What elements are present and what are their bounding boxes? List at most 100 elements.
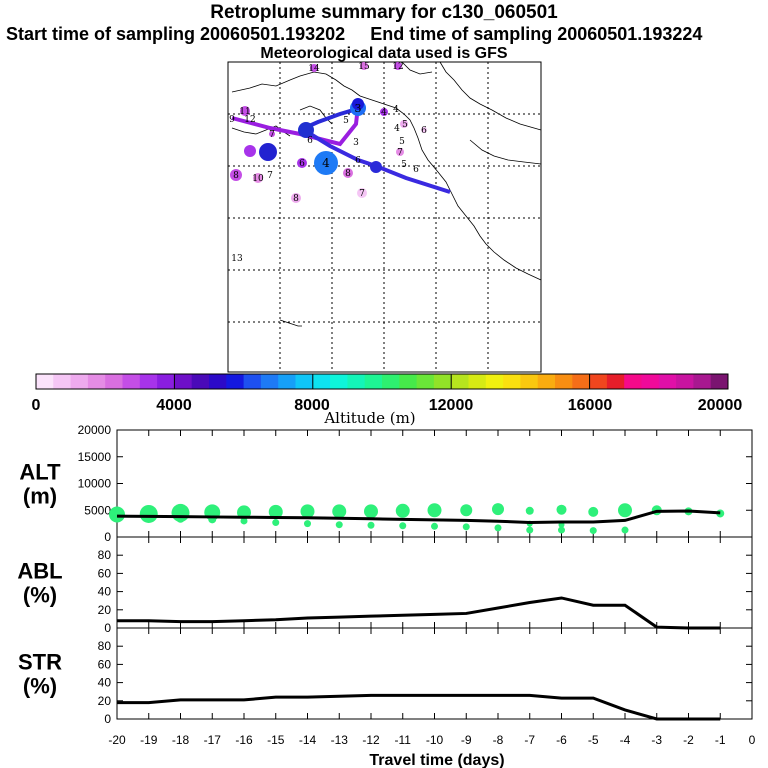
colorbar-segment — [157, 374, 175, 389]
alt-low-marker — [621, 526, 629, 534]
x-tick-label: -20 — [108, 733, 126, 747]
y-tick-label: 60 — [98, 657, 112, 671]
colorbar-segment — [572, 374, 590, 389]
map-label: 3 — [353, 138, 359, 148]
map-label: 7 — [269, 130, 275, 140]
colorbar-segment — [243, 374, 262, 389]
colorbar-segment — [624, 374, 642, 389]
plume-circle — [357, 188, 367, 198]
alt-mean-line — [116, 509, 721, 525]
abl-line — [117, 596, 721, 630]
colorbar-segment — [105, 374, 123, 389]
colorbar-segment — [399, 374, 417, 389]
colorbar-segment — [641, 374, 660, 389]
alt-low-marker — [367, 521, 375, 529]
panel-alt: 0 5000 10000 15000 20000 ALT(m) — [19, 423, 753, 544]
plume-circle — [343, 168, 353, 178]
map-day-labels: 14 15 12 11 9 12 4 4 4 5 6 5 7 5 6 7 6 8… — [229, 62, 427, 264]
alt-low-marker — [589, 527, 597, 535]
colorbar-tick: 12000 — [429, 397, 474, 414]
plume-circle — [253, 173, 263, 183]
colorbar-segment — [226, 374, 244, 389]
alt-median-marker — [460, 504, 473, 517]
colorbar-segment — [70, 374, 89, 389]
y-tick-label: 20000 — [78, 423, 112, 437]
plume-circle — [240, 106, 250, 116]
colorbar-tick: 0 — [32, 397, 41, 414]
map-label: 6 — [355, 156, 361, 166]
x-tick-label: -5 — [588, 733, 599, 747]
plume-markers — [230, 62, 427, 203]
panel-frame — [116, 627, 753, 720]
x-tick-label: -2 — [683, 733, 694, 747]
x-tick-label: -4 — [620, 733, 631, 747]
alt-median-marker — [364, 504, 378, 519]
y-tick-label: 10000 — [78, 477, 112, 491]
alt-median-marker — [332, 504, 347, 519]
map-label: 6 — [421, 126, 427, 136]
x-tick-label: -15 — [267, 733, 285, 747]
map-label: 7 — [397, 148, 403, 158]
colorbar-segment — [36, 374, 54, 389]
trajectory-blue-east — [302, 128, 451, 194]
colorbar-tick: 8000 — [294, 397, 330, 414]
plume-circle — [360, 62, 368, 70]
plume-circle — [297, 158, 307, 168]
map-label: 5 — [402, 120, 408, 130]
map-label: 6 — [307, 136, 313, 146]
alt-low-marker — [526, 526, 534, 534]
colorbar-segment — [209, 374, 227, 389]
colorbar-segment — [295, 374, 314, 389]
map-label: 10 — [252, 174, 264, 184]
plume-circle — [394, 62, 402, 70]
map-panel: 14 15 12 11 9 12 4 4 4 5 6 5 7 5 6 7 6 8… — [227, 61, 542, 373]
alt-median-marker — [109, 506, 125, 523]
y-tick-label: 20 — [98, 694, 112, 708]
y-tick-label: 40 — [98, 585, 112, 599]
colorbar-segment — [347, 374, 366, 389]
colorbar-segment — [503, 374, 521, 389]
y-tick-label: 60 — [98, 566, 112, 580]
map-label: 6 — [299, 159, 305, 169]
alt-median-marker — [618, 503, 632, 518]
colorbar-segment — [468, 374, 487, 389]
map-label: 5 — [399, 137, 405, 147]
x-tick-label: -17 — [204, 733, 222, 747]
x-tick-label: -16 — [235, 733, 253, 747]
y-tick-label: 0 — [104, 712, 111, 726]
plume-circle — [352, 98, 364, 110]
x-tick-label: -11 — [395, 733, 412, 747]
map-label: 12 — [244, 115, 255, 125]
colorbar-frame — [35, 373, 729, 390]
end-time-label: End time of sampling 20060501.193224 — [370, 24, 703, 44]
y-tick-label: 80 — [98, 548, 112, 562]
x-tick-label: -8 — [493, 733, 504, 747]
y-tick-label: 0 — [104, 530, 111, 544]
alt-low-marker — [558, 526, 565, 534]
alt-low-marker — [494, 524, 502, 532]
colorbar-segment — [364, 374, 383, 389]
x-tick-label: -19 — [140, 733, 158, 747]
alt-low-marker — [431, 522, 438, 530]
colorbar-segment — [710, 374, 729, 389]
alt-median-marker — [556, 504, 567, 515]
sampling-times: Start time of sampling 20060501.193202 E… — [6, 24, 768, 45]
colorbar-segment — [676, 374, 694, 389]
plume-circle — [396, 148, 404, 156]
colorbar-segment — [278, 374, 296, 389]
y-tick-label: 40 — [98, 676, 112, 690]
colorbar-segment — [433, 374, 452, 389]
map-label: 8 — [233, 171, 239, 181]
panel-str: 0 20 40 60 80 STR(%) — [18, 627, 753, 726]
x-tick-label: -6 — [556, 733, 567, 747]
colorbar-segment — [260, 374, 279, 389]
plume-circle — [269, 131, 275, 137]
y-tick-label: 5000 — [84, 503, 111, 517]
plume-circle — [314, 151, 338, 175]
y-tick-label: 15000 — [78, 450, 112, 464]
alt-median-marker — [525, 506, 534, 515]
x-axis-label: Travel time (days) — [369, 752, 504, 768]
colorbar-tick: 4000 — [156, 397, 192, 414]
x-tick-label: 0 — [749, 733, 756, 747]
map-label: 8 — [293, 194, 299, 204]
